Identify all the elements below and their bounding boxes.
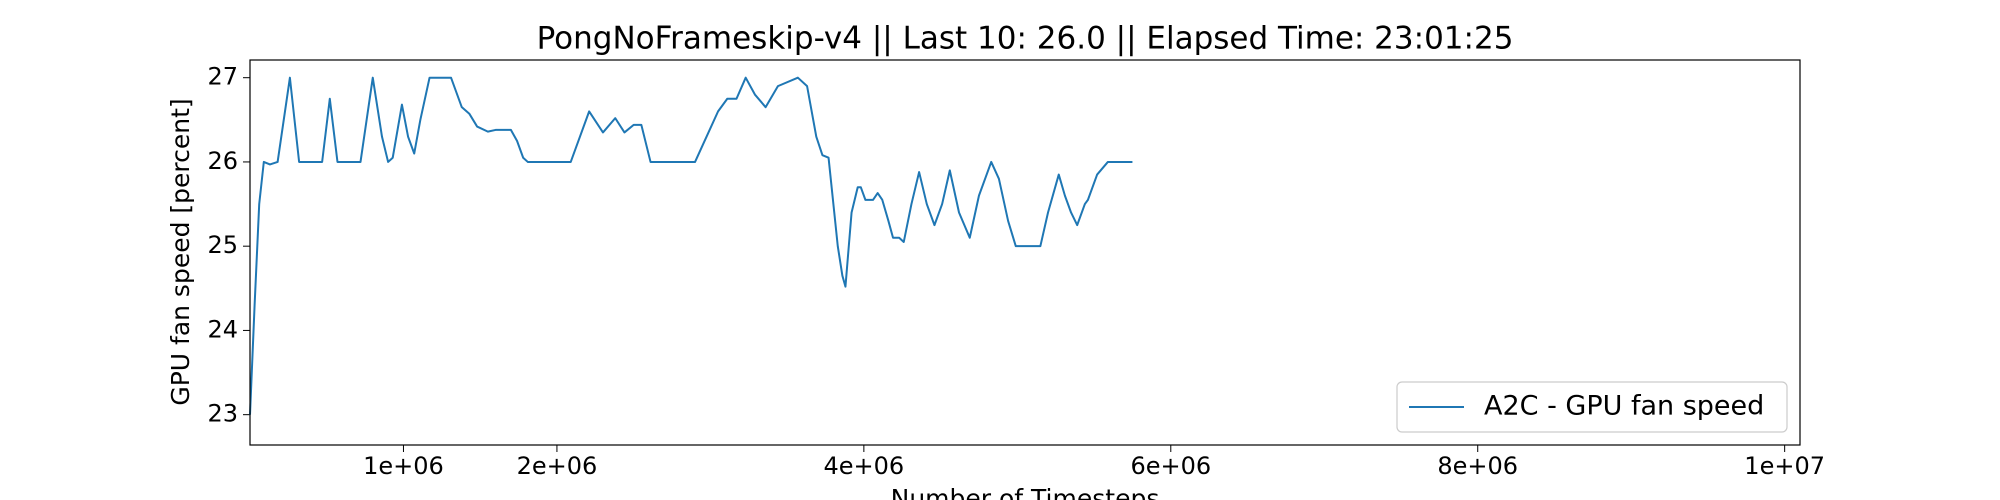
legend-label: A2C - GPU fan speed — [1484, 391, 1764, 422]
y-tick-label: 25 — [207, 231, 238, 259]
plot-frame — [249, 59, 1801, 446]
x-tick-label: 1e+06 — [363, 452, 444, 480]
x-tick-label: 1e+07 — [1744, 452, 1825, 480]
y-tick-label: 24 — [207, 315, 238, 343]
x-tick-label: 6e+06 — [1130, 452, 1211, 480]
x-tick-label: 8e+06 — [1437, 452, 1518, 480]
y-tick-label: 27 — [207, 63, 238, 91]
legend-box — [1396, 381, 1788, 433]
y-axis-label: GPU fan speed [percent] — [166, 98, 195, 405]
chart-title: PongNoFrameskip-v4 || Last 10: 26.0 || E… — [537, 21, 1514, 57]
y-tick-label: 23 — [207, 400, 238, 428]
x-tick-label: 4e+06 — [824, 452, 905, 480]
y-tick-label: 26 — [207, 147, 238, 175]
x-tick-label: 2e+06 — [517, 452, 598, 480]
x-axis-label: Number of Timesteps — [891, 484, 1160, 500]
data-line — [249, 76, 1133, 415]
